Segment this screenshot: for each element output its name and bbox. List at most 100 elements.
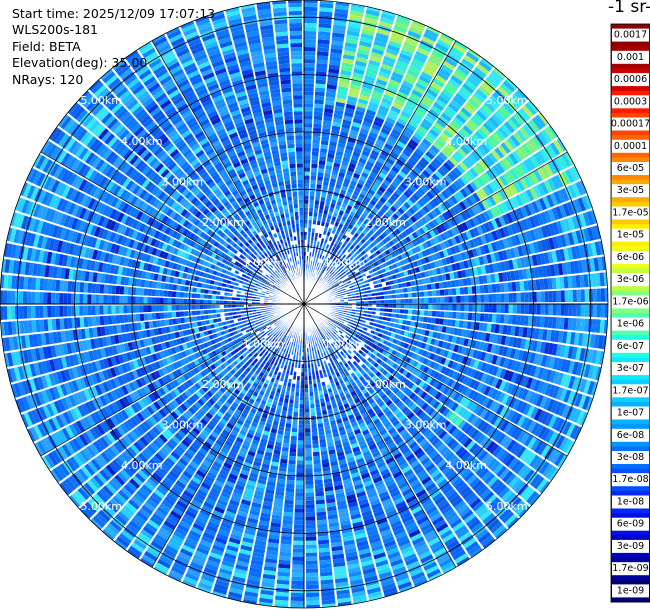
gate-cell bbox=[407, 218, 414, 226]
gate-cell bbox=[353, 147, 362, 154]
gate-cell bbox=[325, 100, 335, 106]
gate-cell bbox=[401, 277, 406, 283]
gate-cell bbox=[459, 261, 465, 270]
gate-cell bbox=[441, 273, 447, 281]
gate-cell bbox=[395, 261, 402, 268]
gate-cell bbox=[426, 263, 432, 270]
gate-cell bbox=[394, 268, 400, 274]
gate-cell bbox=[304, 18, 317, 24]
gate-cell bbox=[404, 37, 418, 47]
gate-cell bbox=[492, 179, 502, 191]
gate-cell bbox=[511, 314, 517, 325]
gate-cell bbox=[490, 207, 498, 218]
gate-cell bbox=[349, 244, 355, 250]
gate-cell bbox=[503, 314, 509, 324]
gate-cell bbox=[306, 592, 320, 598]
gate-cell bbox=[334, 263, 339, 268]
gate-cell bbox=[580, 304, 586, 317]
gate-cell bbox=[363, 241, 370, 248]
gate-cell bbox=[492, 132, 503, 144]
gate-cell bbox=[342, 119, 352, 126]
gate-cell bbox=[470, 205, 479, 216]
gate-cell bbox=[497, 251, 504, 261]
gate-cell bbox=[460, 295, 465, 303]
gate-cell bbox=[451, 153, 462, 164]
gate-cell bbox=[282, 515, 293, 521]
gate-cell bbox=[502, 102, 515, 115]
gate-cell bbox=[547, 316, 553, 329]
gate-cell bbox=[587, 227, 595, 241]
gate-cell bbox=[377, 74, 389, 83]
gate-cell bbox=[380, 299, 385, 304]
gate-cell bbox=[359, 94, 370, 102]
gate-cell bbox=[506, 170, 516, 182]
gate-cell bbox=[543, 252, 550, 264]
gate-cell bbox=[305, 548, 317, 553]
gate-cell bbox=[414, 190, 423, 199]
gate-cell bbox=[457, 64, 470, 76]
gate-cell bbox=[284, 495, 294, 501]
gate-cell bbox=[460, 175, 469, 185]
gate-cell bbox=[326, 249, 331, 254]
gate-cell bbox=[376, 189, 384, 197]
gate-cell bbox=[428, 84, 441, 95]
gate-cell bbox=[341, 248, 347, 254]
gate-cell bbox=[436, 243, 443, 252]
gate-cell bbox=[427, 148, 438, 157]
gate-cell bbox=[298, 428, 304, 433]
gate-cell bbox=[304, 127, 312, 132]
gate-cell bbox=[314, 475, 323, 481]
gate-cell bbox=[381, 97, 393, 106]
gate-cell bbox=[341, 123, 351, 130]
gate-cell bbox=[387, 197, 395, 205]
gate-cell bbox=[474, 203, 483, 214]
gate-cell bbox=[454, 225, 462, 235]
gate-cell bbox=[405, 72, 418, 82]
gate-cell bbox=[403, 41, 417, 51]
gate-cell bbox=[537, 167, 547, 181]
gate-cell bbox=[427, 317, 432, 324]
gate-cell bbox=[593, 257, 600, 272]
gate-cell bbox=[329, 178, 337, 184]
gate-cell bbox=[559, 219, 568, 233]
gate-cell bbox=[547, 178, 557, 192]
gate-cell bbox=[328, 274, 333, 279]
gate-cell bbox=[470, 258, 477, 267]
gate-cell bbox=[326, 272, 331, 277]
gate-cell bbox=[571, 275, 577, 288]
gate-cell bbox=[478, 60, 492, 72]
gate-cell bbox=[391, 294, 397, 299]
gate-cell bbox=[463, 186, 472, 196]
gate-cell bbox=[353, 68, 365, 75]
gate-cell bbox=[362, 82, 374, 90]
gate-cell bbox=[417, 78, 429, 88]
gate-cell bbox=[525, 230, 533, 243]
gate-cell bbox=[380, 150, 390, 158]
gate-cell bbox=[400, 223, 408, 231]
gate-cell bbox=[525, 189, 535, 202]
gate-cell bbox=[502, 226, 510, 237]
gate-cell bbox=[436, 118, 447, 129]
gate-cell bbox=[478, 275, 484, 285]
gate-cell bbox=[318, 271, 322, 277]
gate-cell bbox=[314, 483, 324, 489]
gate-cell bbox=[408, 298, 413, 304]
gate-cell bbox=[304, 167, 311, 172]
gate-cell bbox=[389, 132, 400, 140]
gate-cell bbox=[331, 285, 337, 290]
gate-cell bbox=[343, 240, 349, 246]
gate-cell bbox=[349, 275, 354, 280]
gate-cell bbox=[468, 218, 476, 228]
gate-cell bbox=[424, 214, 432, 223]
gate-cell bbox=[320, 221, 326, 227]
gate-cell bbox=[388, 240, 395, 247]
gate-cell bbox=[374, 288, 380, 293]
gate-cell bbox=[357, 258, 363, 264]
gate-cell bbox=[333, 162, 341, 168]
gate-cell bbox=[328, 64, 340, 70]
gate-cell bbox=[404, 243, 411, 251]
gate-cell bbox=[384, 211, 392, 219]
gate-cell bbox=[337, 143, 346, 149]
gate-cell bbox=[512, 166, 523, 178]
gate-cell bbox=[527, 202, 536, 215]
